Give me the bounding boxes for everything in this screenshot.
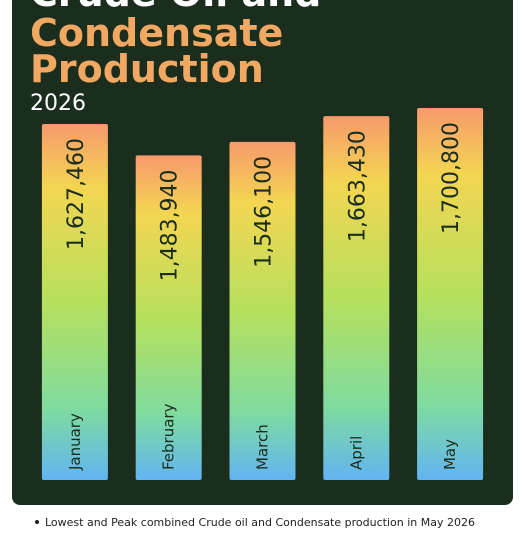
value-label: 1,700,800 xyxy=(439,122,464,234)
title-line: Production xyxy=(30,47,264,91)
value-label: 1,663,430 xyxy=(345,130,370,242)
subtitle: 2026 xyxy=(30,91,86,116)
category-label: March xyxy=(254,424,272,470)
title-line: Condensate xyxy=(30,11,283,55)
bullet xyxy=(35,520,39,524)
bar xyxy=(229,141,296,481)
category-label: February xyxy=(160,403,178,470)
value-label: 1,483,940 xyxy=(158,169,183,281)
value-label: 1,627,460 xyxy=(64,138,89,250)
value-label: 1,546,100 xyxy=(252,156,277,268)
category-label: April xyxy=(347,436,365,470)
bar xyxy=(135,155,202,480)
bar xyxy=(41,124,108,481)
note: Lowest and Peak combined Crude oil and C… xyxy=(45,516,475,529)
title-line: Crude Oil and xyxy=(30,0,321,15)
category-label: May xyxy=(441,439,459,470)
bar xyxy=(417,108,484,480)
bar xyxy=(323,116,390,481)
category-label: January xyxy=(66,413,84,471)
